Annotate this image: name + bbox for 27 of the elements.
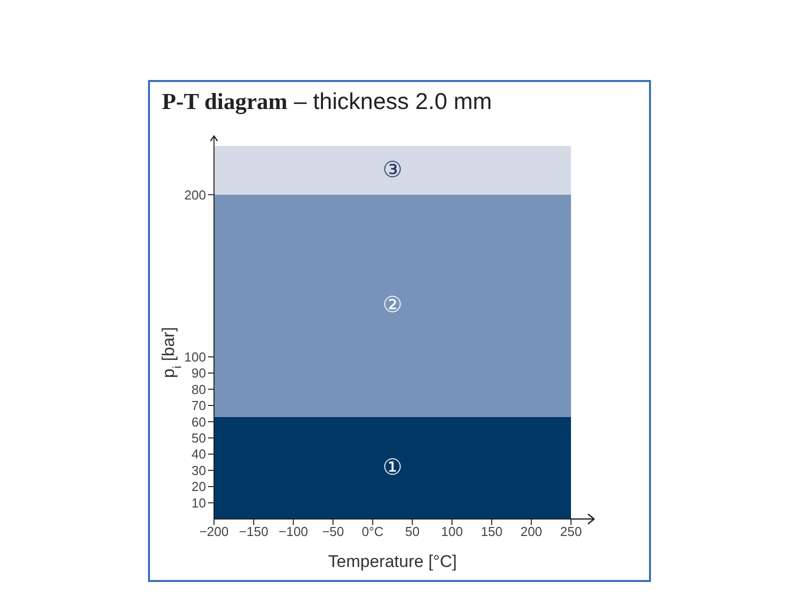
x-tick-label: 0°C — [362, 524, 384, 540]
series-label: ③ — [382, 158, 402, 183]
y-tick-label: 40 — [192, 446, 206, 462]
chart-title: P-T diagram — [162, 89, 288, 114]
y-tick-label: 60 — [192, 414, 206, 430]
y-tick-label: 80 — [192, 382, 206, 397]
series-label: ② — [382, 293, 402, 318]
y-tick-label: 50 — [192, 430, 206, 446]
chart-subtitle: – thickness 2.0 mm — [292, 88, 492, 114]
x-tick-label: 50 — [405, 524, 420, 540]
x-tick-label: 150 — [480, 524, 503, 540]
x-tick-label: −150 — [239, 524, 268, 540]
y-tick-label: 200 — [184, 187, 206, 202]
y-tick-label: 70 — [192, 398, 206, 414]
y-tick-label: 90 — [192, 366, 206, 381]
x-tick-label: 100 — [441, 524, 463, 540]
x-axis-title: Temperature [°C] — [328, 552, 457, 571]
x-tick-label: −100 — [278, 524, 308, 540]
x-tick-label: −200 — [199, 524, 229, 540]
y-tick-label: 20 — [192, 479, 206, 494]
y-tick-label: 30 — [192, 462, 206, 478]
x-tick-label: −50 — [322, 524, 344, 540]
x-tick-label: 250 — [560, 524, 582, 540]
x-tick-label: 200 — [520, 524, 542, 540]
y-tick-label: 100 — [184, 349, 206, 364]
y-tick-label: 10 — [192, 495, 206, 510]
series-label: ① — [382, 455, 402, 480]
